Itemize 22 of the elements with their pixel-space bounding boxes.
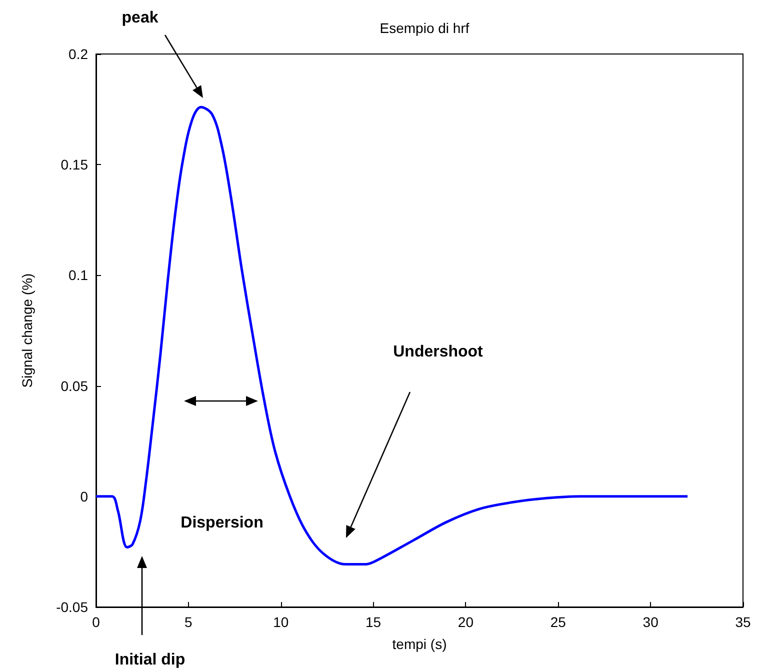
line-series bbox=[94, 106, 689, 566]
chart-title: Esempio di hrf bbox=[380, 20, 470, 36]
x-tick-label: 5 bbox=[184, 614, 193, 630]
x-tick-label: 0 bbox=[92, 614, 100, 630]
text: Initial dip bbox=[114, 652, 186, 668]
y-tick-label: 0.15 bbox=[60, 156, 88, 173]
annotation: Dispersion bbox=[180, 514, 264, 532]
annotation: Undershoot bbox=[393, 344, 484, 360]
x-tick-label: 20 bbox=[458, 614, 474, 630]
text: peak bbox=[122, 10, 158, 26]
x-tick-label: 25 bbox=[550, 614, 566, 630]
x-tick-label: 35 bbox=[735, 614, 751, 630]
x-tick-label: 15 bbox=[365, 614, 382, 630]
y-tick-label: 0.05 bbox=[60, 378, 88, 394]
x-tick-label: 30 bbox=[642, 614, 659, 630]
y-axis-title: Signal change (%) bbox=[19, 273, 35, 388]
y-tick-label: 0.1 bbox=[68, 267, 88, 284]
x-tick-label: 10 bbox=[273, 614, 289, 630]
x-axis-title: tempi (s) bbox=[392, 636, 447, 652]
y-tick-label: 0.2 bbox=[68, 46, 88, 62]
y-tick-label: -0.05 bbox=[56, 599, 88, 615]
y-tick-label: 0 bbox=[80, 488, 88, 504]
